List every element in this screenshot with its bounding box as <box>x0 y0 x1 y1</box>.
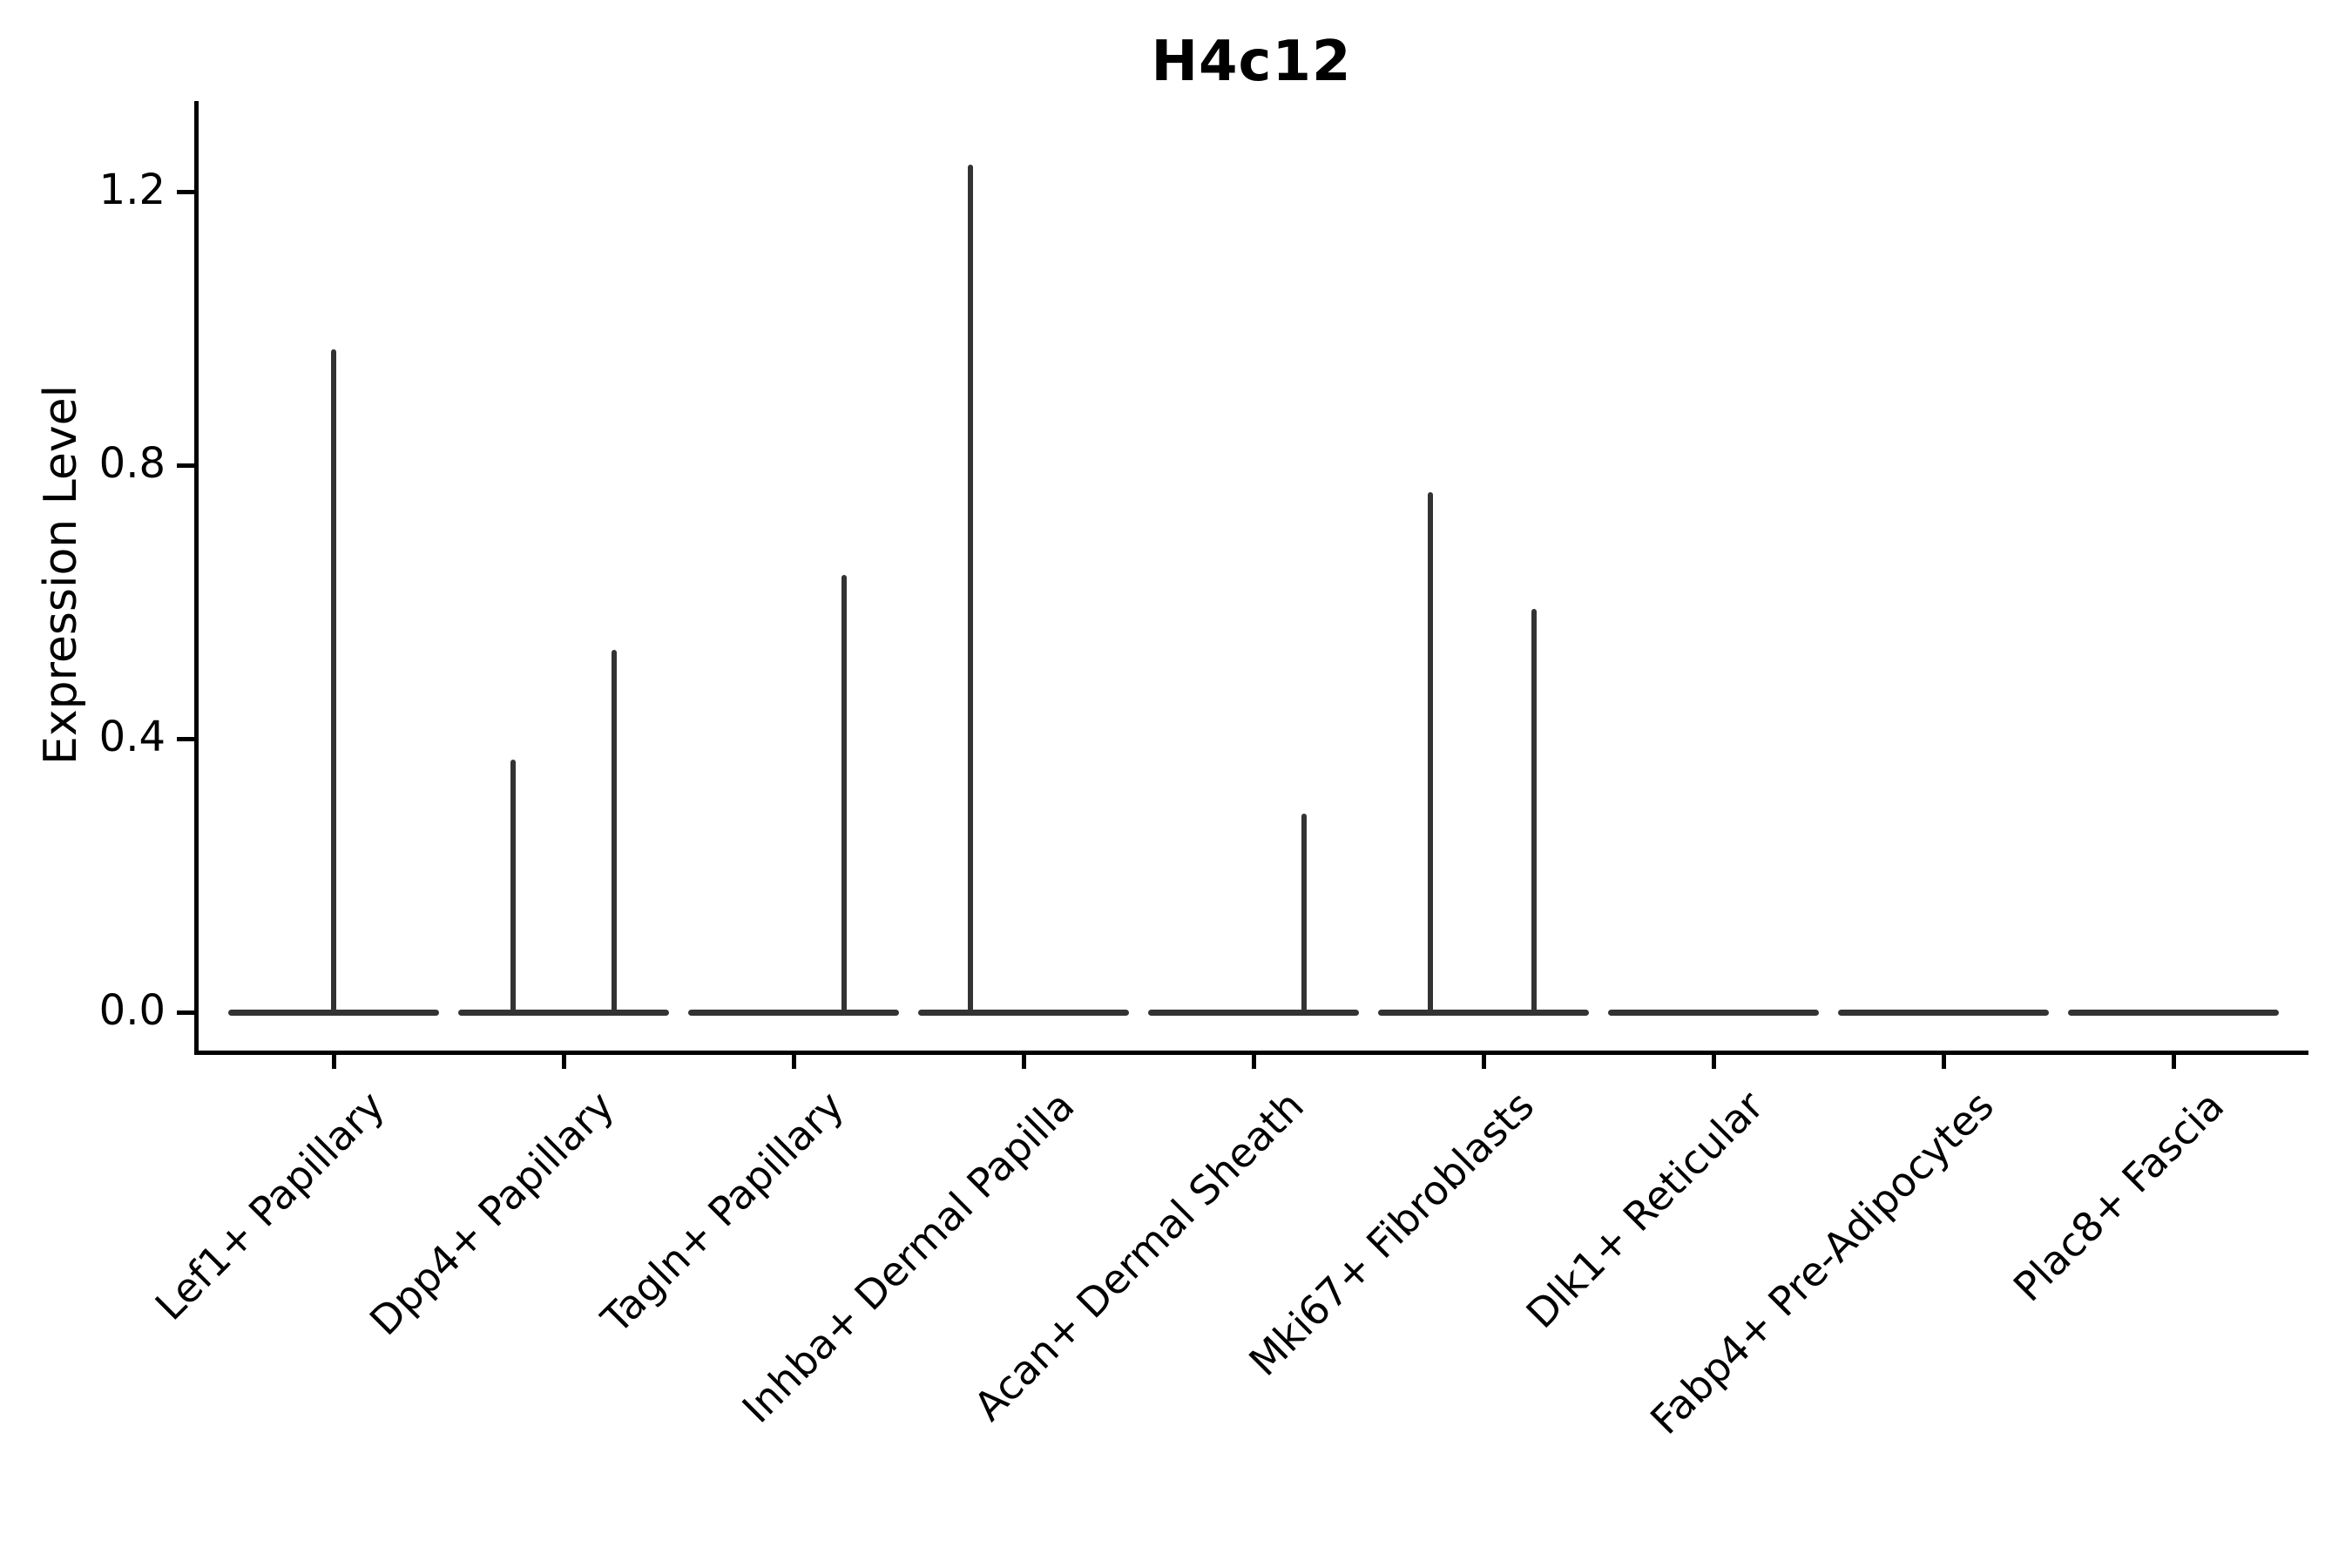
x-tick-mark <box>562 1051 566 1069</box>
chart-title: H4c12 <box>1151 30 1352 94</box>
x-category-label: Dlk1+ Reticular <box>1517 1082 1774 1338</box>
x-tick-mark <box>792 1051 796 1069</box>
y-tick-mark <box>177 1010 195 1015</box>
x-tick-mark <box>1712 1051 1716 1069</box>
x-axis-spine <box>194 1051 2308 1055</box>
violin-base <box>688 1010 899 1016</box>
y-tick-label: 0.8 <box>98 439 166 488</box>
x-category-label: Plac8+ Fascia <box>2004 1082 2234 1311</box>
violin-base <box>458 1010 669 1016</box>
violin-base <box>918 1010 1129 1016</box>
y-tick-mark <box>177 737 195 741</box>
violin-spike <box>510 759 516 1015</box>
y-axis-spine <box>194 101 199 1055</box>
y-tick-mark <box>177 463 195 468</box>
y-tick-mark <box>177 190 195 194</box>
x-category-label: Dpp4+ Papillary <box>360 1082 624 1345</box>
y-tick-label: 1.2 <box>98 166 166 214</box>
violin-spike <box>1531 608 1538 1015</box>
y-tick-label: 0.0 <box>98 986 166 1035</box>
y-tick-label: 0.4 <box>98 713 166 761</box>
x-category-label: Tagln+ Papillary <box>592 1082 854 1342</box>
violin-spike <box>1428 492 1434 1015</box>
x-tick-mark <box>332 1051 336 1069</box>
x-tick-mark <box>1942 1051 1946 1069</box>
x-tick-mark <box>1022 1051 1026 1069</box>
x-tick-mark <box>1482 1051 1486 1069</box>
violin-base <box>228 1010 439 1016</box>
violin-base <box>1608 1010 1819 1016</box>
violin-base <box>1148 1010 1359 1016</box>
violin-spike <box>841 574 848 1015</box>
x-tick-mark <box>2172 1051 2176 1069</box>
x-category-label: Lef1+ Papillary <box>145 1082 394 1329</box>
violin-spike <box>331 348 336 1015</box>
violin-spike <box>1301 814 1308 1015</box>
violin-base <box>1838 1010 2049 1016</box>
violin-base <box>2068 1010 2279 1016</box>
violin-spike <box>612 649 618 1015</box>
x-tick-mark <box>1252 1051 1256 1069</box>
violin-base <box>1378 1010 1589 1016</box>
violin-spike <box>968 164 974 1015</box>
